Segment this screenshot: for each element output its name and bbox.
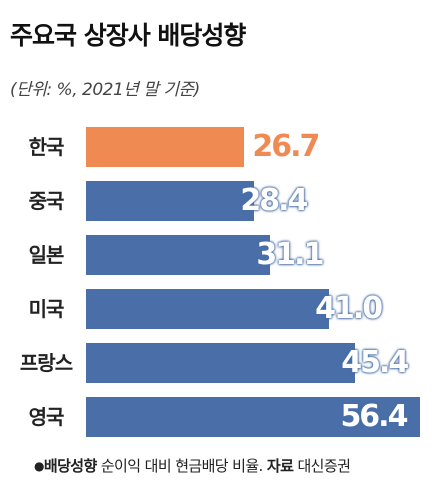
- value-label: 28.4: [240, 183, 308, 218]
- footnote-bullet: ●: [34, 459, 44, 473]
- category-label: 일본: [28, 243, 65, 267]
- bar: [86, 289, 330, 329]
- bar: [86, 127, 245, 167]
- bar: [86, 343, 356, 383]
- value-label: 31.1: [256, 237, 324, 272]
- footnote: ●배당성향 순이익 대비 현금배당 비율. 자료 대신증권: [34, 455, 351, 476]
- bar: [86, 181, 255, 221]
- chart-subtitle: (단위: %, 2021년 말 기준): [10, 80, 200, 100]
- value-label: 56.4: [340, 399, 408, 434]
- footnote-term: 배당성향: [43, 457, 97, 475]
- footnote-source: 대신증권: [293, 457, 351, 475]
- chart-title: 주요국 상장사 배당성향: [10, 21, 246, 50]
- footnote-source-label: 자료: [266, 457, 294, 475]
- bar: [86, 235, 271, 275]
- category-label: 미국: [28, 297, 65, 321]
- value-label: 26.7: [252, 129, 320, 164]
- value-label: 45.4: [341, 345, 409, 380]
- bar: [86, 397, 421, 437]
- category-label: 중국: [28, 189, 65, 213]
- footnote-definition: 순이익 대비 현금배당 비율.: [96, 457, 267, 475]
- category-label: 프랑스: [19, 351, 73, 375]
- category-label: 한국: [28, 135, 65, 159]
- category-label: 영국: [28, 405, 65, 429]
- value-label: 41.0: [315, 291, 383, 326]
